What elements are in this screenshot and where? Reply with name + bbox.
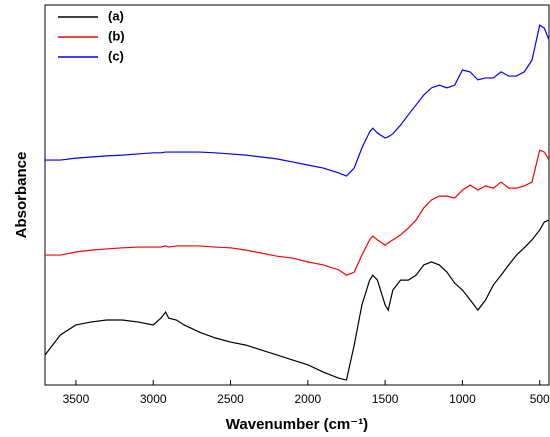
plot-frame (44, 4, 550, 386)
x-tick-label: 3500 (63, 392, 90, 406)
legend-label: (a) (108, 8, 124, 23)
x-tick-label: 2500 (217, 392, 244, 406)
x-tick-label: 500 (530, 392, 550, 406)
series-line (44, 219, 550, 381)
legend-label: (c) (108, 48, 124, 63)
x-tick-label: 2000 (294, 392, 321, 406)
legend-label: (b) (108, 28, 125, 43)
x-tick-label: 1000 (449, 392, 476, 406)
x-tick-label: 3000 (140, 392, 167, 406)
x-tick-label: 1500 (372, 392, 399, 406)
y-axis-label: Absorbance (13, 152, 30, 239)
series-line (45, 24, 550, 177)
x-axis-label: Wavenumber (cm⁻¹) (226, 416, 368, 433)
series-line (45, 149, 550, 276)
